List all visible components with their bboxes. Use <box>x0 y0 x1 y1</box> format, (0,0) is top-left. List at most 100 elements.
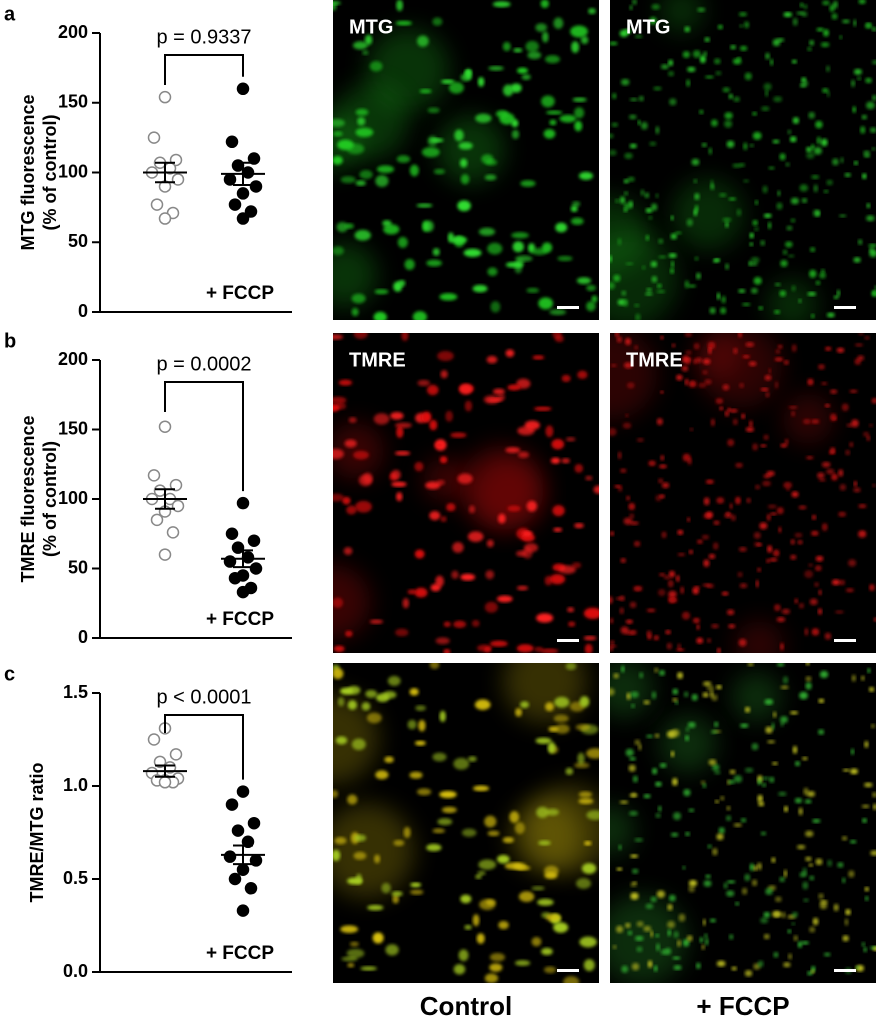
blob <box>653 965 658 972</box>
blob <box>806 146 812 153</box>
blob <box>497 513 506 524</box>
y-tick-label: 0.5 <box>63 868 88 888</box>
error-bar <box>233 844 253 866</box>
blob <box>682 938 690 947</box>
blob <box>669 98 677 106</box>
blob <box>553 17 564 29</box>
data-point <box>247 534 261 547</box>
blob <box>831 13 838 20</box>
blob <box>861 114 867 120</box>
blob <box>704 933 708 939</box>
blob <box>610 687 615 696</box>
blob <box>634 935 644 941</box>
column-label: Control <box>420 991 512 1021</box>
blob <box>810 144 815 150</box>
blob <box>749 863 755 872</box>
blob <box>409 771 423 779</box>
blob <box>842 19 850 24</box>
blob <box>610 363 617 368</box>
blob <box>749 242 754 246</box>
blob <box>869 584 875 591</box>
blob <box>866 101 875 110</box>
blob <box>586 284 597 292</box>
blob <box>738 12 748 17</box>
blob <box>621 665 625 673</box>
data-point <box>231 824 245 837</box>
blob <box>515 708 522 717</box>
blob <box>655 126 660 135</box>
blob <box>333 396 347 404</box>
blob <box>692 358 698 365</box>
blob <box>744 21 750 29</box>
blob <box>648 460 656 467</box>
blob <box>733 347 738 355</box>
blob <box>836 289 841 297</box>
image-content <box>333 663 599 983</box>
blob <box>385 944 399 956</box>
blob <box>791 491 799 498</box>
blob <box>760 831 767 836</box>
blob <box>713 520 720 526</box>
data-point <box>241 551 255 564</box>
blob <box>729 409 738 413</box>
micrograph <box>333 0 599 320</box>
blob <box>839 35 843 40</box>
blob <box>751 743 759 751</box>
blob <box>478 859 497 870</box>
data-point <box>244 882 258 895</box>
y-tick-label: 0 <box>78 301 88 321</box>
blob <box>853 19 857 27</box>
blob <box>812 917 819 926</box>
blob <box>586 748 599 759</box>
blob <box>805 676 812 682</box>
blob <box>745 342 755 347</box>
blob <box>780 259 788 267</box>
blob <box>610 149 617 156</box>
blob <box>773 951 779 958</box>
blob <box>726 140 735 148</box>
blob <box>758 801 765 807</box>
blob <box>457 473 473 484</box>
blob <box>630 703 635 708</box>
blob <box>783 806 789 813</box>
blob <box>552 333 562 340</box>
blob <box>714 770 721 775</box>
blob <box>346 505 357 515</box>
blob <box>657 283 662 289</box>
blob <box>541 95 555 108</box>
blob <box>584 643 593 653</box>
blob <box>429 419 438 431</box>
blob <box>394 422 412 429</box>
blob <box>634 303 640 308</box>
blob <box>407 719 417 730</box>
blob <box>686 218 693 227</box>
blob <box>441 79 455 84</box>
blob <box>748 420 753 428</box>
blob <box>352 41 368 50</box>
y-tick-label: 200 <box>58 22 88 42</box>
blob <box>792 17 798 26</box>
blob <box>545 110 563 115</box>
blob <box>845 588 854 593</box>
blob <box>541 242 553 253</box>
blob <box>552 505 565 517</box>
blob <box>704 75 714 79</box>
data-point <box>223 850 237 863</box>
blob <box>553 527 563 532</box>
blob <box>333 155 343 165</box>
image-content <box>333 0 598 320</box>
blob <box>788 953 793 960</box>
blob <box>767 545 773 553</box>
blob <box>727 439 735 447</box>
blob <box>643 794 651 799</box>
blob <box>486 539 494 548</box>
group-label: + FCCP <box>206 943 274 964</box>
blob <box>402 597 410 609</box>
blob <box>718 827 725 834</box>
blob <box>419 88 432 94</box>
blob <box>672 698 678 702</box>
blob <box>393 839 405 847</box>
blob <box>721 591 729 596</box>
blob <box>473 785 490 792</box>
